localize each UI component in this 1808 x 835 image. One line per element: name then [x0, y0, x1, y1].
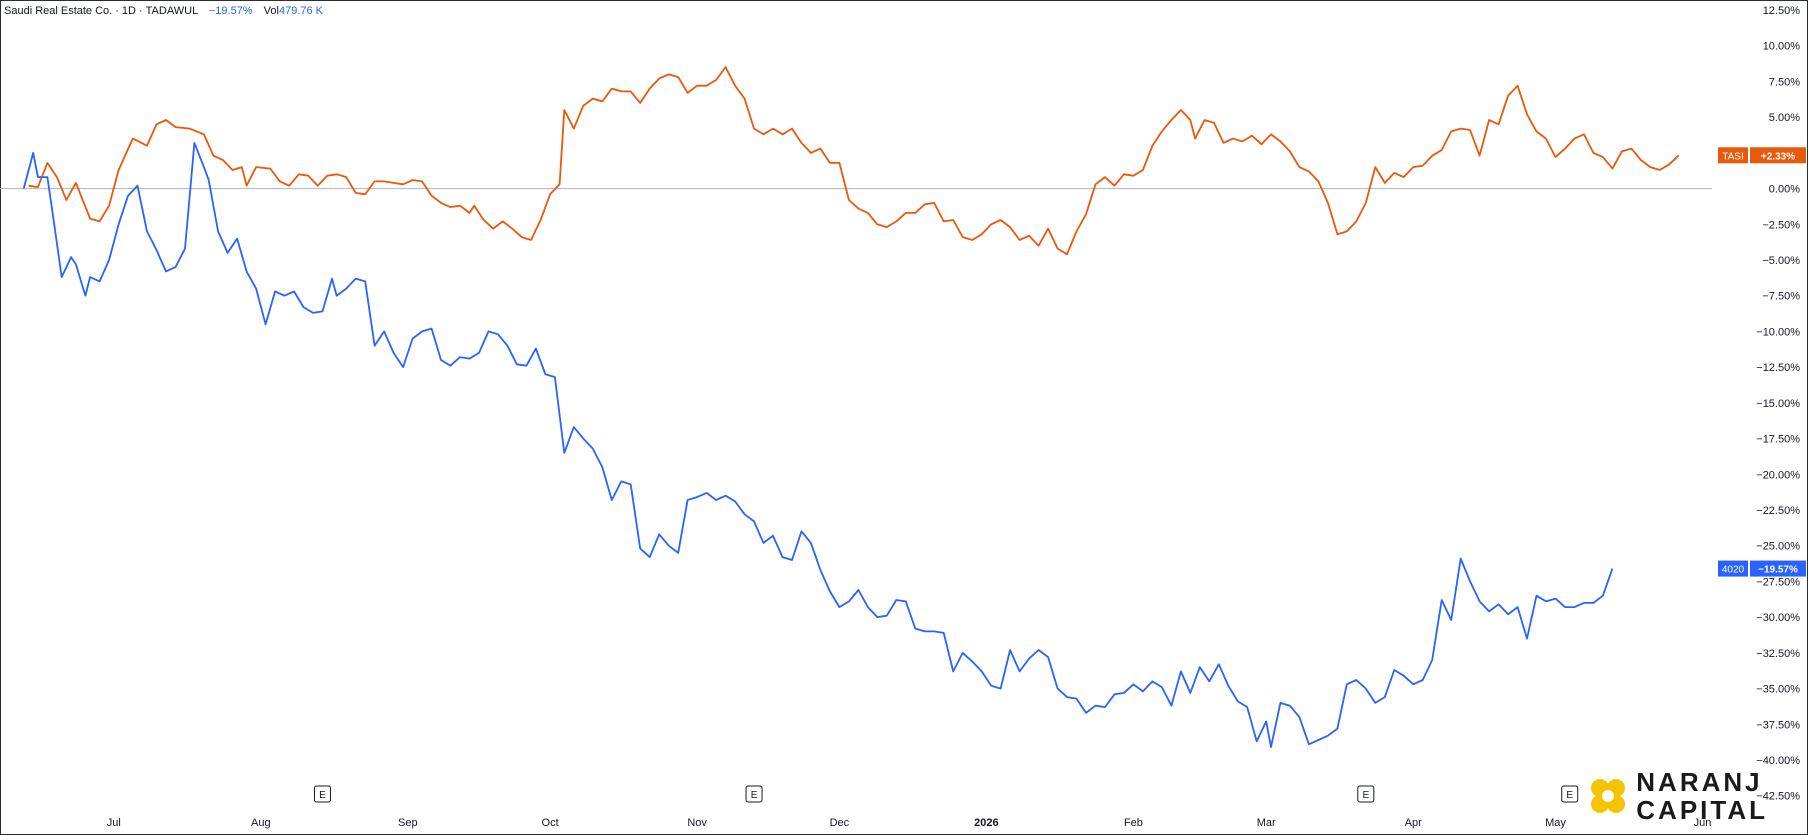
y-tick-label: −5.00%: [1762, 255, 1800, 267]
symbol-name[interactable]: Saudi Real Estate Co.: [4, 5, 113, 17]
x-tick-label: Jul: [107, 817, 121, 829]
y-tick-label: −32.50%: [1756, 648, 1800, 660]
y-tick-label: −27.50%: [1756, 576, 1800, 588]
earnings-marker-label: E: [751, 790, 758, 801]
earnings-marker-label: E: [319, 790, 326, 801]
series-value-label: +2.33%: [1761, 151, 1795, 162]
series-value-tag: [1750, 147, 1806, 164]
exchange-label: TADAWUL: [145, 5, 198, 17]
series-name-tag: [1718, 147, 1748, 164]
volume-label: Vol: [263, 5, 279, 17]
x-tick-label: Sep: [398, 817, 418, 829]
y-tick-label: 0.00%: [1769, 184, 1800, 196]
x-tick-label: 2026: [974, 817, 998, 829]
x-tick-label: Mar: [1257, 817, 1276, 829]
y-tick-label: −10.00%: [1756, 326, 1800, 338]
x-tick-label: Oct: [542, 817, 559, 829]
series-line-4020: [22, 141, 1614, 748]
earnings-marker-label: E: [1362, 790, 1369, 801]
y-tick-label: −22.50%: [1756, 505, 1800, 517]
y-tick-label: −37.50%: [1756, 719, 1800, 731]
series-value-label: −19.57%: [1758, 565, 1798, 576]
brand-mark-icon: [1591, 779, 1626, 813]
earnings-marker: [745, 785, 763, 803]
y-tick-label: −35.00%: [1756, 684, 1800, 696]
series-name-label: 4020: [1722, 565, 1745, 576]
earnings-marker: [313, 785, 331, 803]
x-tick-label: Dec: [830, 817, 850, 829]
x-tick-label: Nov: [687, 817, 707, 829]
volume-value: 479.76 K: [278, 5, 323, 17]
y-tick-label: −25.00%: [1756, 541, 1800, 553]
y-tick-label: −12.50%: [1756, 362, 1800, 374]
x-tick-label: Jun: [1694, 817, 1712, 829]
x-tick-label: Apr: [1405, 817, 1422, 829]
y-tick-label: −7.50%: [1762, 291, 1800, 303]
y-tick-label: −40.00%: [1756, 755, 1800, 767]
y-tick-label: −17.50%: [1756, 434, 1800, 446]
x-tick-label: Feb: [1124, 817, 1143, 829]
y-tick-label: 7.50%: [1769, 76, 1800, 88]
brand-line-2: CAPITAL: [1636, 795, 1768, 825]
brand-line-1: NARANJ: [1636, 767, 1763, 797]
earnings-marker-label: E: [1566, 790, 1573, 801]
change-percent: −19.57%: [208, 5, 253, 17]
series-value-tag: [1750, 560, 1806, 577]
y-tick-label: 10.00%: [1763, 41, 1801, 53]
series-name-label: TASI: [1722, 151, 1743, 162]
series-line-TASI: [28, 66, 1680, 256]
y-tick-label: −20.00%: [1756, 469, 1800, 481]
y-tick-label: 12.50%: [1763, 5, 1801, 17]
series-name-tag: [1718, 560, 1748, 577]
interval-label[interactable]: 1D: [121, 5, 136, 17]
brand-logo: NARANJ CAPITAL: [1588, 769, 1768, 823]
x-tick-label: May: [1545, 817, 1566, 829]
y-tick-label: −30.00%: [1756, 612, 1800, 624]
y-tick-label: −42.50%: [1756, 791, 1800, 803]
y-tick-label: 5.00%: [1769, 112, 1800, 124]
symbol-header: Saudi Real Estate Co. · 1D · TADAWUL −19.57%…: [4, 5, 323, 17]
y-tick-label: −2.50%: [1762, 219, 1800, 231]
earnings-marker: [1561, 785, 1579, 803]
earnings-marker: [1357, 785, 1375, 803]
x-tick-label: Aug: [251, 817, 271, 829]
y-tick-label: −15.00%: [1756, 398, 1800, 410]
